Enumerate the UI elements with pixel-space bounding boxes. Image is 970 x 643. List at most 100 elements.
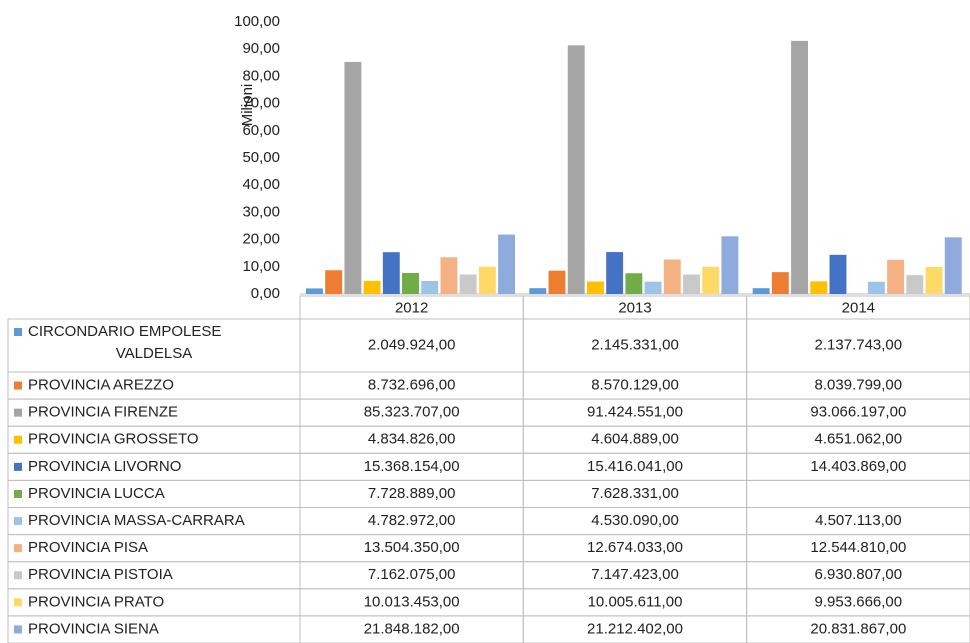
y-tick-label: 100,00: [234, 13, 280, 30]
bar: [478, 266, 496, 294]
legend-key: [14, 381, 22, 390]
bar: [529, 288, 547, 294]
legend-key: [14, 328, 22, 336]
table-value: 21.848.182,00: [364, 620, 460, 637]
legend-key: [14, 462, 22, 471]
legend-key: [14, 408, 22, 417]
table-cell: [746, 479, 970, 508]
table-value: 13.504.350,00: [364, 539, 460, 556]
y-tick-label: 0,00: [251, 285, 280, 302]
table-value: 8.039.799,00: [815, 377, 903, 394]
bar: [567, 45, 585, 294]
legend-label: PROVINCIA LUCCA: [28, 485, 165, 502]
table-value: 20.831.867,00: [810, 620, 906, 637]
legend-label: PROVINCIA PISTOIA: [28, 566, 173, 583]
bar: [644, 281, 662, 294]
bar: [586, 281, 604, 294]
bar: [440, 257, 458, 294]
bar: [344, 61, 362, 294]
bar: [752, 288, 770, 294]
legend-key: [14, 435, 22, 444]
legend-label: PROVINCIA GROSSETO: [28, 431, 199, 448]
table-value: 91.424.551,00: [587, 404, 683, 421]
bar: [459, 274, 477, 294]
table-value: 7.628.331,00: [591, 485, 679, 502]
x-tick-label: 2012: [395, 299, 428, 316]
legend-label: PROVINCIA PISA: [28, 539, 148, 556]
table-value: 2.145.331,00: [591, 336, 679, 353]
table-value: 15.368.154,00: [364, 458, 460, 475]
table-value: 8.732.696,00: [368, 377, 456, 394]
table-value: 12.544.810,00: [810, 539, 906, 556]
y-tick-label: 10,00: [242, 258, 280, 275]
table-value: 10.005.611,00: [588, 593, 683, 610]
bar: [829, 254, 847, 294]
bar: [625, 273, 643, 294]
y-tick-label: 90,00: [242, 40, 280, 57]
bar: [306, 288, 323, 294]
legend-label: PROVINCIA AREZZO: [28, 377, 174, 394]
legend-key: [14, 571, 22, 580]
bar: [402, 272, 419, 294]
table-value: 7.728.889,00: [368, 485, 456, 502]
bar: [810, 281, 828, 294]
y-tick-label: 30,00: [242, 203, 280, 220]
legend-key: [14, 544, 22, 553]
legend-key: [14, 598, 22, 607]
x-tick-label: 2013: [618, 299, 651, 316]
bar: [721, 236, 739, 294]
bar: [867, 281, 885, 294]
bar: [906, 275, 924, 294]
table-value: 7.147.423,00: [591, 566, 679, 583]
table-value: 4.507.113,00: [815, 512, 901, 529]
legend-label: PROVINCIA SIENA: [28, 620, 159, 637]
bar: [702, 266, 720, 294]
table-value: 9.953.666,00: [815, 593, 903, 610]
bar: [683, 274, 700, 294]
bar: [925, 266, 943, 294]
bar: [791, 40, 808, 295]
table-value: 21.212.402,00: [587, 620, 683, 637]
table-value: 10.013.453,00: [364, 593, 460, 610]
table-value: 4.834.826,00: [368, 431, 456, 448]
y-tick-label: 20,00: [242, 231, 280, 248]
table-value: 4.604.889,00: [591, 431, 679, 448]
legend-label: PROVINCIA FIRENZE: [28, 404, 178, 421]
y-tick-label: 40,00: [242, 176, 280, 193]
bar: [663, 259, 681, 294]
table-value: 4.530.090,00: [591, 512, 679, 529]
legend-key: [14, 489, 22, 498]
bar: [548, 270, 566, 294]
table-value: 85.323.707,00: [364, 404, 460, 421]
bar: [606, 252, 624, 294]
bar: [363, 280, 381, 294]
legend-label: PROVINCIA LIVORNO: [28, 458, 181, 475]
table-value: 4.782.972,00: [368, 512, 456, 529]
y-tick-label: 50,00: [242, 149, 280, 166]
y-tick-label: 80,00: [242, 67, 280, 84]
table-value: 2.137.743,00: [815, 336, 903, 353]
y-axis-label: Milioni: [239, 84, 256, 127]
x-tick-label: 2014: [842, 299, 875, 316]
table-value: 15.416.041,00: [587, 458, 683, 475]
bar: [771, 272, 789, 294]
y-tick-label: 60,00: [242, 122, 280, 139]
legend-key: [14, 625, 22, 634]
bar: [498, 234, 516, 294]
legend-label: CIRCONDARIO EMPOLESE VALDELSA: [28, 323, 221, 362]
table-value: 2.049.924,00: [368, 336, 456, 353]
y-tick-label: 70,00: [242, 95, 280, 112]
table-value: 7.162.075,00: [368, 566, 456, 583]
table-value: 12.674.033,00: [587, 539, 683, 556]
legend-key: [14, 517, 22, 526]
table-value: 4.651.062,00: [815, 431, 903, 448]
table-value: 93.066.197,00: [810, 404, 906, 421]
table-cell: [746, 615, 970, 643]
bar: [421, 280, 439, 294]
legend-label: PROVINCIA MASSA-CARRARA: [28, 512, 245, 529]
bar: [325, 270, 343, 294]
legend-label: PROVINCIA PRATO: [28, 593, 164, 610]
table-value: 8.570.129,00: [591, 377, 679, 394]
bar: [944, 237, 962, 294]
